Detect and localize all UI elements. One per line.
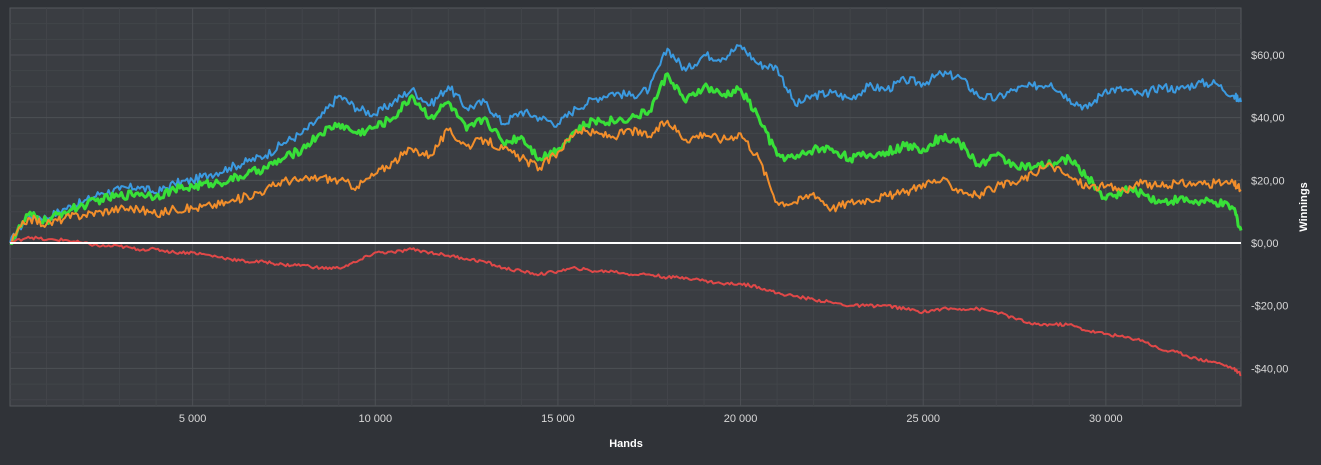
x-tick-label: 25 000	[906, 413, 940, 425]
y-tick-label: $0,00	[1251, 238, 1279, 250]
grid	[10, 8, 1241, 406]
y-tick-label: -$40,00	[1251, 363, 1288, 375]
x-tick-label: 15 000	[541, 413, 575, 425]
x-axis-ticks: 5 000 10 000 15 000 20 000 25 000 30 000	[179, 413, 1123, 425]
y-axis-ticks: -$40,00 -$20,00 $0,00 $20,00 $40,00 $60,00	[1251, 50, 1288, 375]
x-axis-title: Hands	[609, 438, 643, 450]
plot-area	[9, 7, 1242, 407]
y-tick-label: $40,00	[1251, 113, 1285, 125]
y-tick-label: $60,00	[1251, 50, 1285, 62]
series-line-3	[9, 119, 1242, 244]
y-tick-label: -$20,00	[1251, 301, 1288, 313]
y-tick-label: $20,00	[1251, 175, 1285, 187]
series-layer	[9, 44, 1243, 377]
series-line-1	[9, 44, 1242, 244]
x-tick-label: 10 000	[358, 413, 392, 425]
x-tick-label: 5 000	[179, 413, 207, 425]
x-tick-label: 30 000	[1089, 413, 1123, 425]
x-tick-label: 20 000	[724, 413, 758, 425]
series-line-4	[9, 235, 1242, 377]
y-axis-title: Winnings	[1298, 182, 1310, 231]
